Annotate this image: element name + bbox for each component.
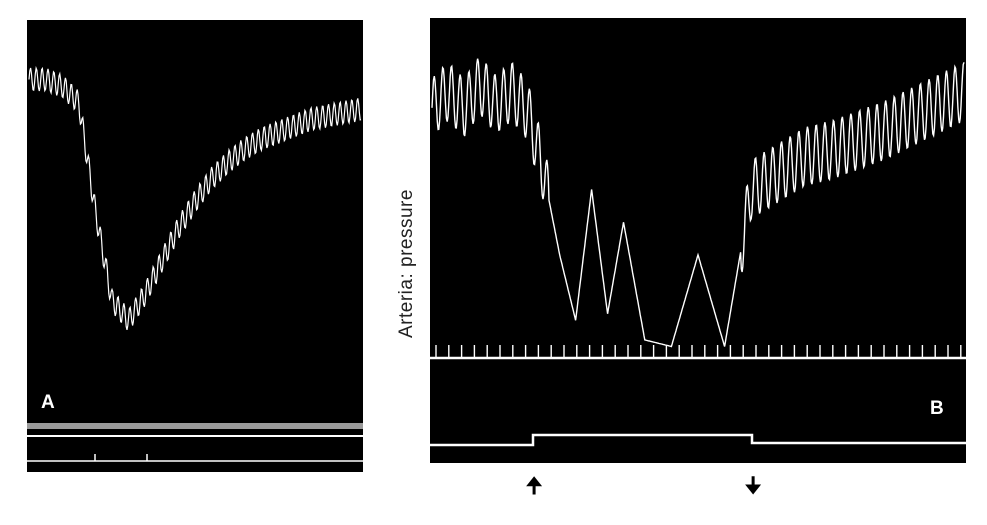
panel-b-pressure-line — [431, 58, 965, 348]
panel-a-trace — [27, 65, 363, 462]
y-axis-label: Arteria: pressure — [396, 189, 417, 338]
panel-a-pressure-line — [28, 65, 362, 331]
panel-a: A — [27, 20, 363, 472]
panel-b: B — [430, 18, 966, 470]
panel-a-label: A — [41, 392, 55, 413]
down-arrow-icon: 🠋 — [744, 474, 763, 499]
up-arrow-icon: 🠉 — [525, 474, 544, 499]
panel-b-label: B — [930, 398, 944, 419]
panel-a-marker-band — [27, 423, 363, 429]
panel-b-bottom-strip — [430, 463, 966, 470]
panel-b-trace — [430, 58, 966, 470]
panel-b-stimulus-marker — [430, 433, 966, 447]
